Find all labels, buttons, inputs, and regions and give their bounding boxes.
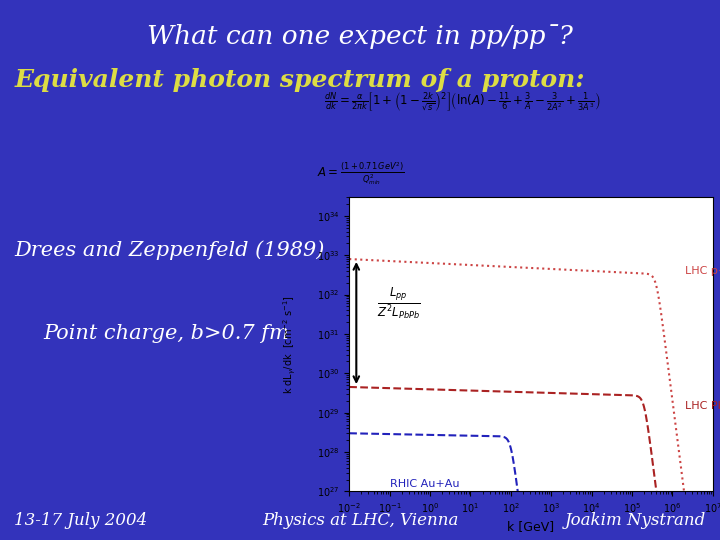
Text: Equivalent photon spectrum of a proton:: Equivalent photon spectrum of a proton: [14, 68, 585, 91]
Text: 13-17 July 2004: 13-17 July 2004 [14, 512, 148, 529]
Text: What can one expect in pp/pp¯?: What can one expect in pp/pp¯? [147, 24, 573, 49]
Text: RHIC Au+Au: RHIC Au+Au [390, 480, 459, 489]
Text: $\frac{dN}{dk} = \frac{\alpha}{2\pi k}\left[1+\left(1-\frac{2k}{\sqrt{s}}\right): $\frac{dN}{dk} = \frac{\alpha}{2\pi k}\l… [324, 91, 601, 113]
Text: $\frac{L_{pp}}{Z^2 L_{PbPb}}$: $\frac{L_{pp}}{Z^2 L_{PbPb}}$ [377, 286, 421, 321]
Text: Point charge, b>0.7 fm: Point charge, b>0.7 fm [43, 324, 289, 343]
Text: $A = \frac{(1+0.71\,GeV^2)}{Q^2_{min}}$: $A = \frac{(1+0.71\,GeV^2)}{Q^2_{min}}$ [317, 160, 404, 187]
Text: Physics at LHC, Vienna: Physics at LHC, Vienna [262, 512, 458, 529]
Y-axis label: k dL$_{\gamma}$/dk  [cm$^{-2}$ s$^{-1}$]: k dL$_{\gamma}$/dk [cm$^{-2}$ s$^{-1}$] [282, 295, 298, 394]
X-axis label: k [GeV]: k [GeV] [508, 521, 554, 534]
Text: LHC p+p: LHC p+p [685, 266, 720, 276]
Text: LHC Pb+Pb: LHC Pb+Pb [685, 401, 720, 411]
Text: Joakim Nystrand: Joakim Nystrand [564, 512, 706, 529]
Text: Drees and Zeppenfeld (1989): Drees and Zeppenfeld (1989) [14, 240, 325, 260]
